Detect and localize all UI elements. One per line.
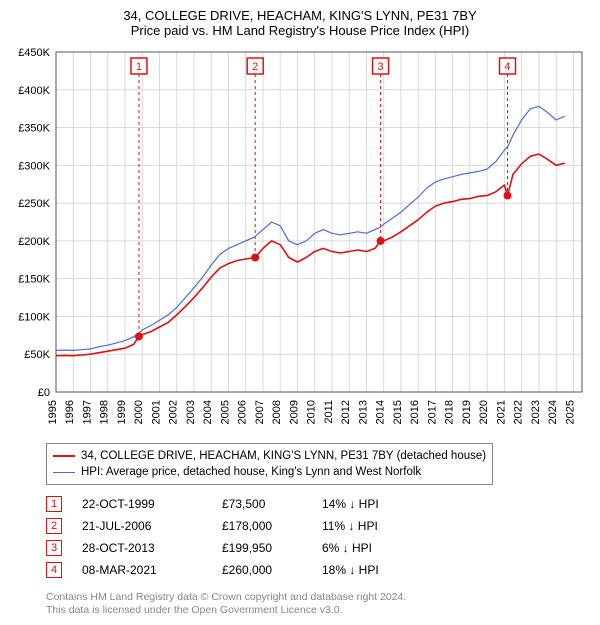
svg-text:2008: 2008 <box>271 400 283 424</box>
svg-text:2: 2 <box>252 61 258 73</box>
svg-text:£300K: £300K <box>18 160 50 172</box>
svg-text:£100K: £100K <box>18 311 50 323</box>
svg-text:2014: 2014 <box>375 400 387 424</box>
svg-text:3: 3 <box>378 61 384 73</box>
svg-text:£400K: £400K <box>18 85 50 97</box>
sale-marker: 1 <box>46 496 62 512</box>
sales-table: 1 22-OCT-1999£73,50014% ↓ HPI 2 21-JUL-2006… <box>46 493 592 581</box>
svg-text:2016: 2016 <box>409 400 421 424</box>
svg-text:2005: 2005 <box>219 400 231 424</box>
svg-text:2018: 2018 <box>444 400 456 424</box>
svg-text:1997: 1997 <box>81 400 93 424</box>
legend-swatch <box>53 455 75 457</box>
svg-text:2009: 2009 <box>288 400 300 424</box>
sale-marker: 2 <box>46 518 62 534</box>
footnote-line-2: This data is licensed under the Open Gov… <box>46 604 592 617</box>
legend-label: HPI: Average price, detached house, King… <box>81 464 421 480</box>
svg-text:2006: 2006 <box>237 400 249 424</box>
sale-price: £73,500 <box>222 497 322 511</box>
svg-text:2000: 2000 <box>133 400 145 424</box>
legend-label: 34, COLLEGE DRIVE, HEACHAM, KING'S LYNN,… <box>81 448 486 464</box>
legend-item: 34, COLLEGE DRIVE, HEACHAM, KING'S LYNN,… <box>53 448 486 464</box>
sale-price: £178,000 <box>222 519 322 533</box>
sale-price: £199,950 <box>222 541 322 555</box>
svg-text:2001: 2001 <box>150 400 162 424</box>
sale-row: 4 08-MAR-2021£260,00018% ↓ HPI <box>46 559 592 581</box>
svg-text:1998: 1998 <box>99 400 111 424</box>
legend-swatch <box>53 472 75 473</box>
svg-text:£50K: £50K <box>24 349 50 361</box>
svg-text:£150K: £150K <box>18 274 50 286</box>
svg-text:2010: 2010 <box>306 400 318 424</box>
svg-text:2012: 2012 <box>340 400 352 424</box>
svg-text:2020: 2020 <box>478 400 490 424</box>
sale-date: 28-OCT-2013 <box>82 541 222 555</box>
legend: 34, COLLEGE DRIVE, HEACHAM, KING'S LYNN,… <box>46 443 493 485</box>
sale-pct: 18% ↓ HPI <box>322 563 422 577</box>
svg-text:2023: 2023 <box>530 400 542 424</box>
sale-price: £260,000 <box>222 563 322 577</box>
svg-text:2025: 2025 <box>564 400 576 424</box>
svg-text:£200K: £200K <box>18 236 50 248</box>
svg-text:2003: 2003 <box>185 400 197 424</box>
legend-item: HPI: Average price, detached house, King… <box>53 464 486 480</box>
sale-date: 08-MAR-2021 <box>82 563 222 577</box>
svg-text:2011: 2011 <box>323 400 335 424</box>
svg-text:£450K: £450K <box>18 47 50 59</box>
sale-date: 22-OCT-1999 <box>82 497 222 511</box>
svg-text:2007: 2007 <box>254 400 266 424</box>
svg-text:2024: 2024 <box>547 400 559 424</box>
svg-text:£250K: £250K <box>18 198 50 210</box>
price-chart: £0 £50K £100K £150K £200K £250K £300K £350K £400… <box>8 42 592 437</box>
title-subtitle: Price paid vs. HM Land Registry's House … <box>8 23 592 38</box>
sale-marker: 4 <box>46 562 62 578</box>
sale-pct: 11% ↓ HPI <box>322 519 422 533</box>
svg-text:1996: 1996 <box>64 400 76 424</box>
svg-text:2015: 2015 <box>392 400 404 424</box>
sale-row: 1 22-OCT-1999£73,50014% ↓ HPI <box>46 493 592 515</box>
svg-text:1999: 1999 <box>116 400 128 424</box>
svg-text:2004: 2004 <box>202 400 214 424</box>
svg-text:2019: 2019 <box>461 400 473 424</box>
svg-text:2022: 2022 <box>513 400 525 424</box>
svg-text:£350K: £350K <box>18 123 50 135</box>
sale-row: 3 28-OCT-2013£199,9506% ↓ HPI <box>46 537 592 559</box>
svg-text:2002: 2002 <box>168 400 180 424</box>
svg-text:2017: 2017 <box>426 400 438 424</box>
sale-marker: 3 <box>46 540 62 556</box>
svg-text:£0: £0 <box>38 387 50 399</box>
title-address: 34, COLLEGE DRIVE, HEACHAM, KING'S LYNN,… <box>8 8 592 23</box>
svg-text:1: 1 <box>136 61 142 73</box>
footnote-line-1: Contains HM Land Registry data © Crown c… <box>46 591 592 604</box>
svg-text:1995: 1995 <box>47 400 59 424</box>
sale-pct: 6% ↓ HPI <box>322 541 422 555</box>
svg-text:2013: 2013 <box>357 400 369 424</box>
sale-pct: 14% ↓ HPI <box>322 497 422 511</box>
footnote: Contains HM Land Registry data © Crown c… <box>46 591 592 617</box>
sale-row: 2 21-JUL-2006£178,00011% ↓ HPI <box>46 515 592 537</box>
svg-text:2021: 2021 <box>495 400 507 424</box>
sale-date: 21-JUL-2006 <box>82 519 222 533</box>
svg-text:4: 4 <box>504 61 510 73</box>
